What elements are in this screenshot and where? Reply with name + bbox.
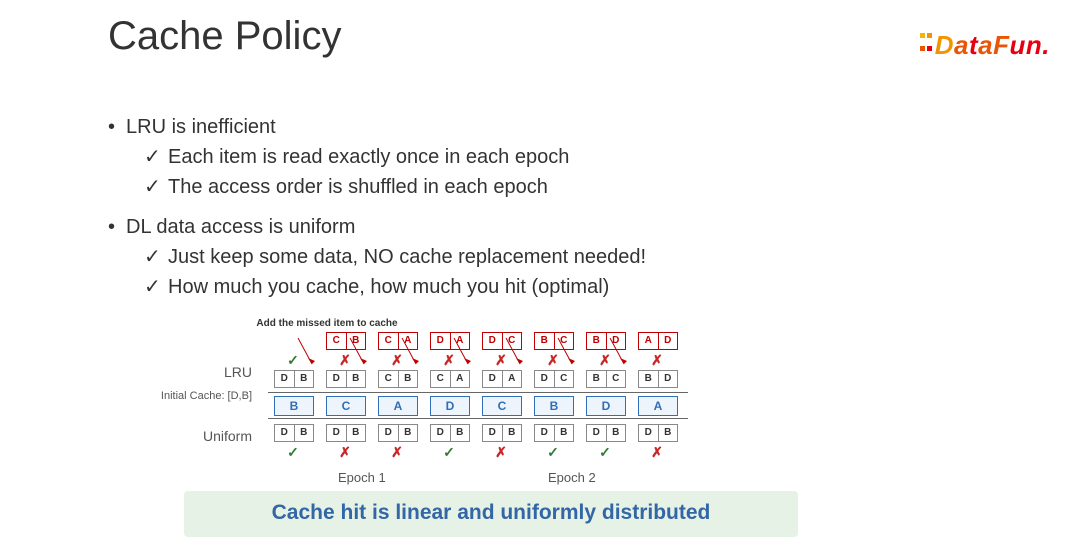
access-cell: B: [274, 396, 314, 416]
hit-mark: ✓: [424, 444, 474, 461]
miss-mark: ✗: [476, 444, 526, 461]
access-cell: A: [378, 396, 418, 416]
access-cell: C: [326, 396, 366, 416]
cache-pair: BC: [586, 370, 626, 388]
logo-letter: F: [993, 30, 1009, 60]
cache-pair: DB: [274, 424, 314, 442]
logo-letter: a: [954, 30, 969, 60]
bullet-l1: •LRU is inefficient: [108, 112, 646, 142]
bullet-text: The access order is shuffled in each epo…: [168, 172, 548, 202]
logo-letter: t: [969, 30, 978, 60]
label-lru: LRU: [224, 364, 252, 380]
bullet-l2: ✓How much you cache, how much you hit (o…: [144, 272, 646, 302]
cache-pair: DB: [326, 370, 366, 388]
cache-pair: CA: [430, 370, 470, 388]
hit-mark: ✓: [528, 444, 578, 461]
cache-pair: DB: [378, 424, 418, 442]
logo-letter: a: [978, 30, 993, 60]
bullet-list: •LRU is inefficient ✓Each item is read e…: [108, 108, 646, 302]
bullet-text: LRU is inefficient: [126, 112, 276, 142]
label-uniform: Uniform: [203, 428, 252, 444]
bullet-text: Each item is read exactly once in each e…: [168, 142, 569, 172]
epoch-label: Epoch 1: [338, 470, 386, 485]
cache-pair: DB: [430, 424, 470, 442]
epoch-labels: Epoch 1 Epoch 2: [268, 470, 708, 490]
bullet-l2: ✓Each item is read exactly once in each …: [144, 142, 646, 172]
cache-pair: DB: [534, 424, 574, 442]
cache-diagram: Add the missed item to cache LRU Initial…: [110, 320, 730, 490]
cache-pair: AD: [638, 332, 678, 350]
cache-pair: DA: [482, 370, 522, 388]
cache-pair: CB: [378, 370, 418, 388]
access-cell: B: [534, 396, 574, 416]
cache-pair: DB: [326, 424, 366, 442]
bullet-text: How much you cache, how much you hit (op…: [168, 272, 609, 302]
bullet-l1: •DL data access is uniform: [108, 212, 646, 242]
logo-letter: n: [1026, 30, 1042, 60]
cache-pair: DB: [274, 370, 314, 388]
callout-banner: Cache hit is linear and uniformly distri…: [184, 491, 798, 537]
miss-mark: ✗: [320, 444, 370, 461]
bullet-text: DL data access is uniform: [126, 212, 355, 242]
access-cell: D: [586, 396, 626, 416]
cache-pair: DC: [534, 370, 574, 388]
cache-pair: DB: [482, 424, 522, 442]
logo-letter: D: [935, 30, 954, 60]
arrow-icon: [580, 334, 642, 368]
miss-mark: ✗: [372, 444, 422, 461]
cache-pair: DB: [586, 424, 626, 442]
epoch-label: Epoch 2: [548, 470, 596, 485]
logo-letter: u: [1009, 30, 1025, 60]
hit-mark: ✓: [268, 444, 318, 461]
diagram-grid: ✓DBBDB✓CB✗DBCDB✗CA✗CBADB✗DA✗CADDB✓DC✗DAC…: [268, 320, 708, 480]
bullet-l2: ✓Just keep some data, NO cache replaceme…: [144, 242, 646, 272]
logo-dots: [919, 26, 933, 52]
cache-pair: DB: [638, 424, 678, 442]
hit-mark: ✓: [580, 444, 630, 461]
access-cell: C: [482, 396, 522, 416]
bullet-l2: ✓The access order is shuffled in each ep…: [144, 172, 646, 202]
logo-letter: .: [1042, 30, 1050, 60]
bullet-text: Just keep some data, NO cache replacemen…: [168, 242, 646, 272]
miss-mark: ✗: [632, 444, 682, 461]
page-title: Cache Policy: [108, 14, 341, 59]
label-init: Initial Cache: [D,B]: [161, 390, 252, 402]
row-labels: LRU Initial Cache: [D,B] Uniform: [110, 320, 258, 480]
access-cell: D: [430, 396, 470, 416]
access-cell: A: [638, 396, 678, 416]
cache-pair: BD: [638, 370, 678, 388]
datafun-logo: DataFun.: [919, 26, 1050, 61]
